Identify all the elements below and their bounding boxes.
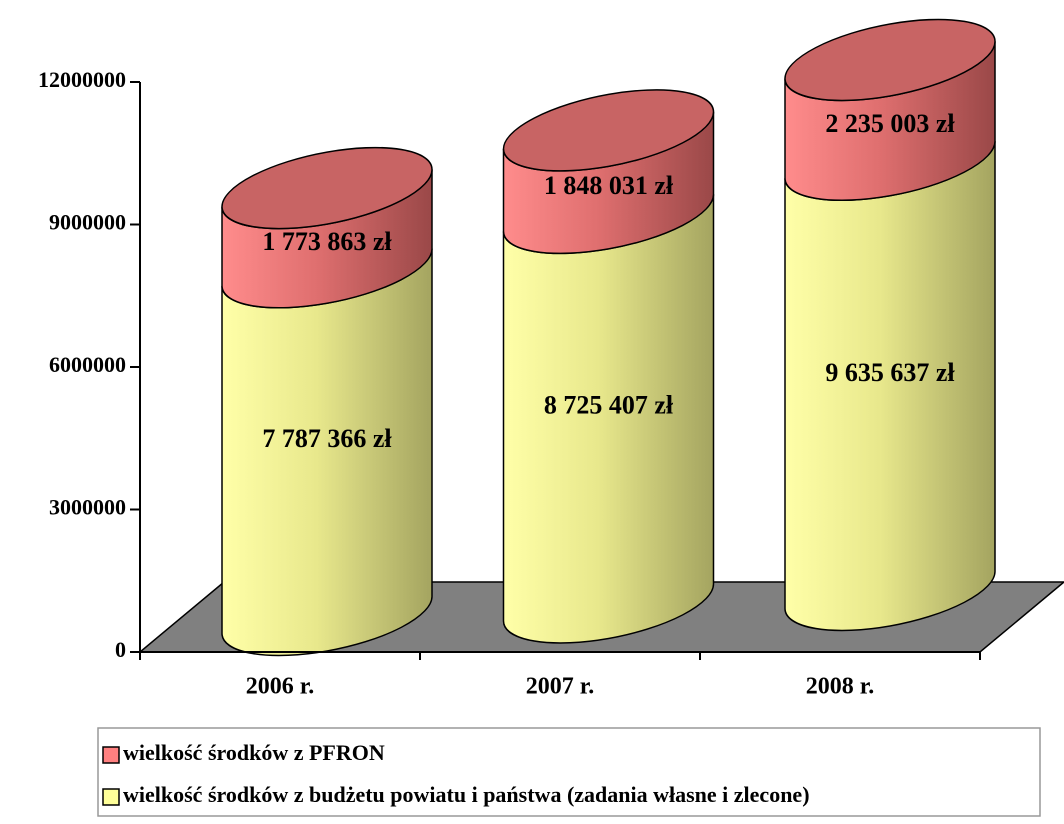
y-tick-label: 3000000	[49, 495, 126, 520]
legend-label: wielkość środków z budżetu powiatu i pań…	[123, 782, 810, 807]
y-tick-label: 12000000	[38, 67, 126, 92]
x-tick-label: 2008 r.	[806, 674, 874, 700]
cylinder-top	[784, 18, 996, 102]
legend-swatch	[102, 788, 120, 806]
cylinder-segment	[502, 194, 715, 644]
data-label: 7 787 366 zł	[262, 424, 392, 453]
y-tick-label: 9000000	[49, 210, 126, 235]
legend-swatch	[102, 746, 120, 764]
x-tick-label: 2007 r.	[526, 674, 594, 700]
cylinder-top	[221, 146, 433, 230]
x-tick-label: 2006 r.	[246, 674, 314, 700]
y-tick-label: 0	[115, 637, 126, 662]
data-label: 8 725 407 zł	[544, 391, 674, 420]
cylinder	[784, 18, 996, 632]
data-label: 1 848 031 zł	[544, 171, 674, 200]
data-label: 1 773 863 zł	[262, 227, 392, 256]
y-tick-label: 6000000	[49, 352, 126, 377]
cylinder	[502, 89, 715, 644]
legend-label: wielkość środków z PFRON	[123, 740, 385, 765]
cylinder-top	[502, 89, 715, 172]
cylinder-segment	[221, 248, 433, 657]
legend	[97, 727, 1041, 817]
data-label: 2 235 003 zł	[825, 109, 955, 138]
cylinder	[221, 146, 433, 657]
cylinder-segment	[784, 141, 996, 632]
plot-area	[221, 18, 996, 657]
data-label: 9 635 637 zł	[825, 358, 955, 387]
